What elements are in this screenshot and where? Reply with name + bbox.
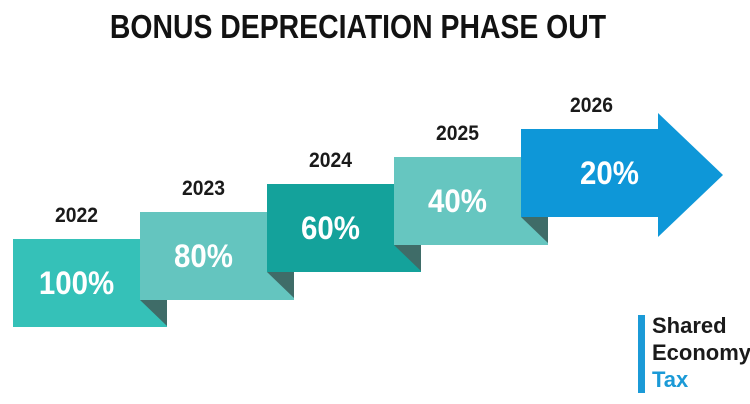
percent-label-2024: 60% bbox=[301, 209, 360, 246]
logo-text-economy: Economy bbox=[652, 340, 750, 365]
year-label-2024: 2024 bbox=[309, 149, 352, 172]
fold-shadow-2026 bbox=[521, 217, 548, 243]
logo-text-shared: Shared bbox=[652, 313, 727, 338]
logo-text-tax: Tax bbox=[652, 367, 689, 392]
year-label-2022: 2022 bbox=[55, 204, 98, 227]
year-label-2025: 2025 bbox=[436, 122, 479, 145]
percent-label-2023: 80% bbox=[174, 237, 233, 274]
chart-title: BONUS DEPRECIATION PHASE OUT bbox=[109, 8, 607, 45]
year-label-2023: 2023 bbox=[182, 177, 225, 200]
segment-box-2026: 20% bbox=[521, 129, 658, 217]
percent-label-2026: 20% bbox=[580, 154, 639, 191]
fold-shadow-2024 bbox=[267, 272, 294, 298]
arrow-head bbox=[658, 113, 723, 237]
percent-label-2025: 40% bbox=[428, 182, 487, 219]
year-label-2026: 2026 bbox=[570, 94, 613, 117]
logo-accent-bar bbox=[638, 315, 645, 393]
fold-shadow-2023 bbox=[140, 300, 167, 326]
percent-label-2022: 100% bbox=[38, 264, 115, 301]
fold-shadow-2025 bbox=[394, 245, 421, 271]
